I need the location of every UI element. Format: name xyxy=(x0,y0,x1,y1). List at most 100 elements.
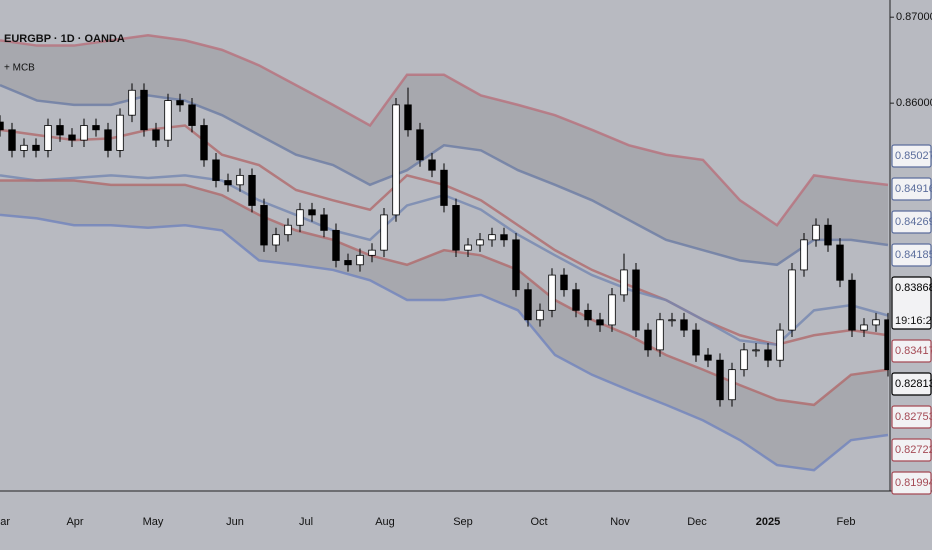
price-label-box xyxy=(891,144,932,168)
candle-body xyxy=(560,274,568,291)
band-fill xyxy=(0,180,888,471)
candle-body xyxy=(428,159,436,171)
x-tick-label: Oct xyxy=(530,516,547,528)
candle-body xyxy=(8,129,16,151)
band-line xyxy=(0,83,889,267)
candle-body xyxy=(608,294,616,326)
candle-body xyxy=(524,289,532,321)
candle-body xyxy=(188,104,196,126)
price-axis: 0.87000 0.86000 0.85027 0.84916 0.84269 0.841… xyxy=(890,11,932,495)
candle-body xyxy=(164,100,172,141)
price-label: 0.83868 xyxy=(895,282,932,294)
band-line xyxy=(0,213,889,472)
plot-area xyxy=(0,33,889,472)
candle-body xyxy=(644,329,652,351)
candle-body xyxy=(380,214,388,251)
candle-body xyxy=(848,279,856,331)
candle-body xyxy=(176,100,184,106)
price-label: 0.84185 xyxy=(895,249,932,261)
candle-body xyxy=(668,319,676,322)
candle-body xyxy=(0,121,4,131)
candle-body xyxy=(68,134,76,141)
price-label: 0.82813 xyxy=(895,378,932,390)
candle-body xyxy=(692,329,700,356)
price-label: 0.83417 xyxy=(895,345,932,357)
candle-body xyxy=(416,129,424,161)
candle-body xyxy=(632,269,640,331)
y-tick-label: 0.86000 xyxy=(896,97,932,109)
candle-body xyxy=(716,359,724,401)
candle-body xyxy=(548,274,556,311)
band-line xyxy=(0,179,889,407)
candle-body xyxy=(488,234,496,241)
candle-body xyxy=(260,205,268,246)
price-label-box xyxy=(891,339,932,363)
candle-body xyxy=(392,104,400,216)
candle-body xyxy=(500,234,508,241)
candle-body xyxy=(740,349,748,371)
candle-body xyxy=(884,319,889,371)
x-tick-label: Feb xyxy=(837,516,856,528)
chart-title: EURGBP · 1D · OANDA xyxy=(4,33,125,45)
indicator-label: + MCB xyxy=(4,63,35,74)
candle-body xyxy=(284,224,292,236)
candle-body xyxy=(452,205,460,251)
price-label: 0.84916 xyxy=(895,183,932,195)
candle-body xyxy=(236,174,244,186)
candle-body xyxy=(128,89,136,116)
candle-body xyxy=(704,354,712,361)
candle-body xyxy=(764,349,772,361)
price-label-box xyxy=(891,471,932,495)
x-tick-label: May xyxy=(143,516,164,528)
candle-body xyxy=(752,349,760,352)
x-tick-label: Mar xyxy=(0,516,10,528)
candle-body xyxy=(332,229,340,261)
candle-body xyxy=(80,125,88,141)
candle-body xyxy=(200,125,208,161)
price-label-box xyxy=(891,438,932,462)
candle-body xyxy=(680,319,688,331)
candle-body xyxy=(296,209,304,226)
candle-body xyxy=(788,269,796,331)
candle-body xyxy=(476,239,484,246)
x-tick-label: Nov xyxy=(610,516,630,528)
candle-body xyxy=(356,254,364,266)
candle-body xyxy=(212,159,220,181)
candle-body xyxy=(872,319,880,326)
price-label: 0.85027 xyxy=(895,150,932,162)
candle-body xyxy=(620,269,628,296)
candle-body xyxy=(800,239,808,271)
candle-body xyxy=(116,114,124,151)
candle-body xyxy=(140,89,148,131)
candle-body xyxy=(596,319,604,326)
candle-body xyxy=(572,289,580,311)
candle-body xyxy=(776,329,784,361)
candle-body xyxy=(104,129,112,151)
candle-body xyxy=(836,244,844,281)
candle-body xyxy=(344,260,352,266)
candle-body xyxy=(308,209,316,216)
candle-body xyxy=(32,144,40,151)
price-label: 0.82722 xyxy=(895,444,932,456)
candle-body xyxy=(320,214,328,231)
candle-body xyxy=(272,234,280,246)
price-label-box xyxy=(891,210,932,234)
x-tick-label: Aug xyxy=(375,516,395,528)
candle-body xyxy=(656,319,664,351)
countdown: 19:16:29 xyxy=(895,315,932,327)
price-label: 0.82753 xyxy=(895,411,932,423)
candle-body xyxy=(536,309,544,321)
candle-body xyxy=(44,125,52,151)
candle-body xyxy=(56,125,64,136)
x-tick-label: Dec xyxy=(687,516,707,528)
price-label-box xyxy=(891,405,932,429)
band-fill xyxy=(0,35,888,265)
price-label: 0.84269 xyxy=(895,216,932,228)
candle-body xyxy=(152,129,160,141)
price-label-box xyxy=(891,177,932,201)
y-tick-label: 0.87000 xyxy=(896,11,932,23)
band-line xyxy=(0,33,889,227)
price-label-box xyxy=(891,243,932,267)
